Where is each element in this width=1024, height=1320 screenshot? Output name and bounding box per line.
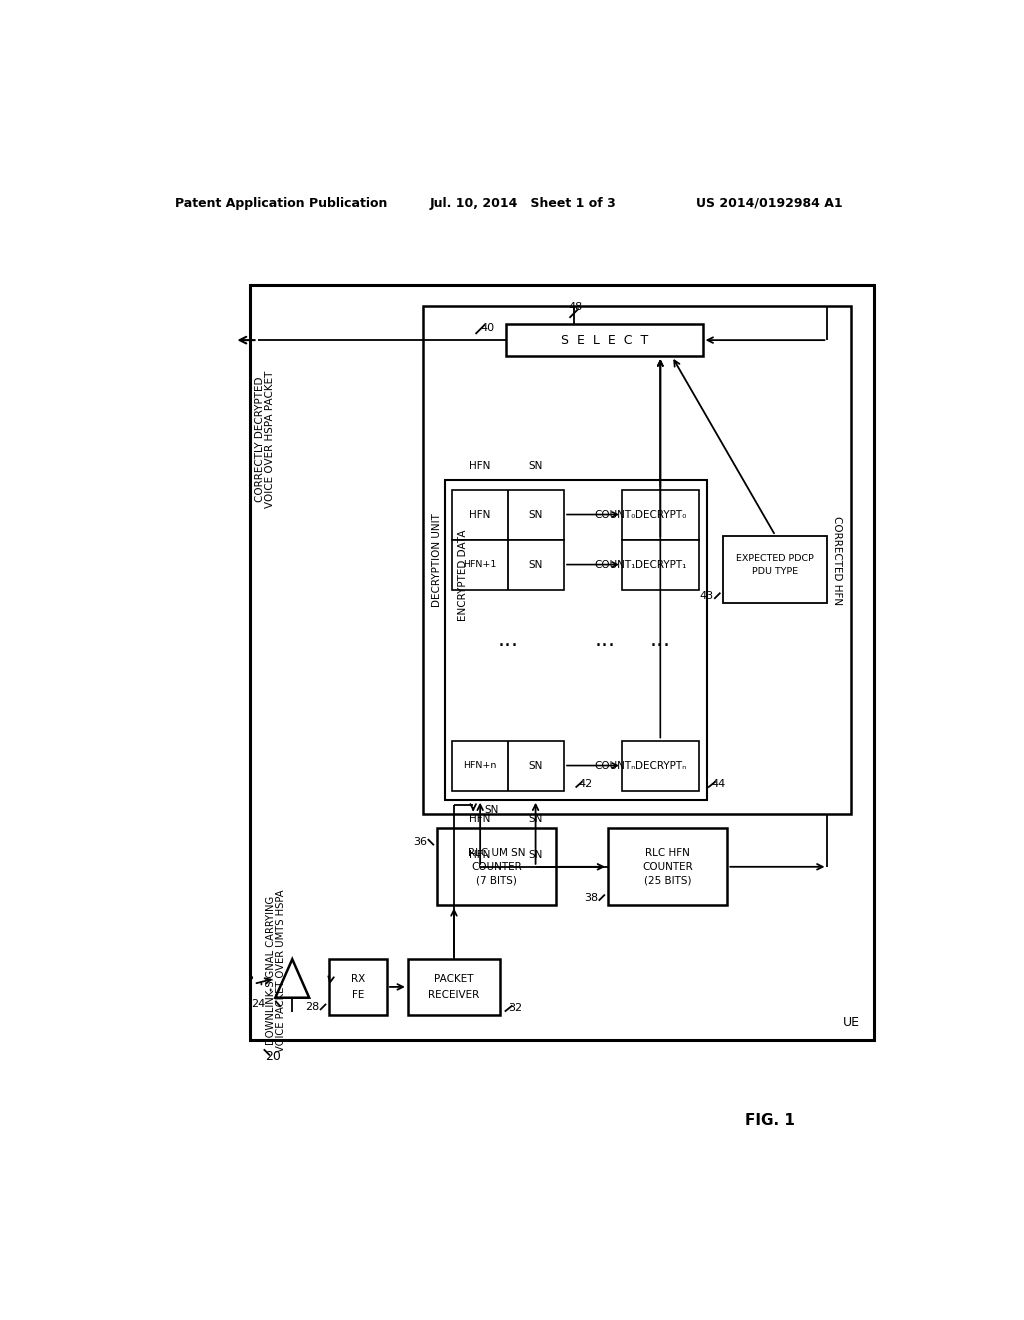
Text: S  E  L  E  C  T: S E L E C T (561, 334, 648, 347)
Text: (25 BITS): (25 BITS) (644, 875, 691, 886)
Bar (453, 490, 564, 540)
Text: 43: 43 (699, 591, 714, 601)
Bar (506, 323, 702, 356)
Text: COUNTₙ: COUNTₙ (595, 760, 636, 771)
Text: 20: 20 (265, 1051, 281, 1064)
Text: COUNT₁: COUNT₁ (595, 560, 636, 569)
Text: ...: ... (498, 630, 518, 649)
Bar (330, 960, 387, 1015)
Text: VOICE OVER HSPA PACKET: VOICE OVER HSPA PACKET (265, 371, 274, 508)
Bar (250, 285, 873, 1040)
Bar (608, 829, 727, 906)
Text: SN: SN (528, 560, 543, 569)
Text: SN: SN (528, 760, 543, 771)
Text: 24: 24 (251, 999, 265, 1008)
Text: DECRYPT₀: DECRYPT₀ (635, 510, 686, 520)
Text: SN: SN (528, 510, 543, 520)
Text: DECRYPTION UNIT: DECRYPTION UNIT (432, 513, 442, 607)
Text: ...: ... (650, 630, 671, 649)
Text: RLC HFN: RLC HFN (645, 847, 690, 858)
Text: COUNTER: COUNTER (471, 862, 522, 871)
Text: HFN+n: HFN+n (464, 762, 497, 770)
Text: DECRYPTₙ: DECRYPTₙ (635, 760, 686, 771)
Text: HFN: HFN (469, 850, 490, 861)
Text: PACKET: PACKET (434, 974, 474, 985)
Bar (622, 490, 698, 540)
Text: SN: SN (528, 814, 543, 824)
Text: RECEIVER: RECEIVER (428, 990, 479, 999)
Text: DECRYPT₁: DECRYPT₁ (635, 560, 686, 569)
Text: 28: 28 (305, 1002, 319, 1012)
Bar (724, 536, 827, 603)
Bar (622, 540, 698, 590)
Text: 42: 42 (579, 779, 593, 789)
Text: 48: 48 (568, 302, 583, 312)
Text: SN: SN (528, 462, 543, 471)
Text: SN: SN (484, 805, 499, 814)
Text: COUNT₀: COUNT₀ (595, 510, 636, 520)
Bar (423, 306, 851, 814)
Text: Jul. 10, 2014   Sheet 1 of 3: Jul. 10, 2014 Sheet 1 of 3 (430, 197, 616, 210)
Text: ...: ... (595, 630, 615, 649)
Text: RLC UM SN: RLC UM SN (468, 847, 525, 858)
Text: CORRECTED HFN: CORRECTED HFN (831, 516, 842, 605)
Text: SN: SN (528, 850, 543, 861)
Bar (444, 480, 707, 800)
Text: (7 BITS): (7 BITS) (476, 875, 517, 886)
Text: ENCRYPTED DATA: ENCRYPTED DATA (458, 531, 468, 622)
Text: 40: 40 (481, 323, 495, 333)
Bar (453, 540, 564, 590)
Text: COUNTER: COUNTER (642, 862, 693, 871)
Text: US 2014/0192984 A1: US 2014/0192984 A1 (696, 197, 843, 210)
Text: Patent Application Publication: Patent Application Publication (174, 197, 387, 210)
Text: FE: FE (352, 990, 365, 999)
Text: 44: 44 (712, 779, 726, 789)
Text: HFN+1: HFN+1 (464, 560, 497, 569)
Text: HFN: HFN (469, 814, 490, 824)
Text: 36: 36 (413, 837, 427, 847)
Bar (437, 829, 556, 906)
Bar (622, 741, 698, 791)
Text: RX: RX (351, 974, 366, 985)
Text: 32: 32 (509, 1003, 522, 1014)
Text: FIG. 1: FIG. 1 (744, 1113, 795, 1129)
Text: EXPECTED PDCP: EXPECTED PDCP (736, 554, 814, 564)
Text: HFN: HFN (469, 462, 490, 471)
Text: 38: 38 (584, 892, 598, 903)
Text: VOICE PACKET OVER UMTS HSPA: VOICE PACKET OVER UMTS HSPA (276, 890, 287, 1052)
Bar (453, 741, 564, 791)
Text: HFN: HFN (469, 510, 490, 520)
Bar (408, 960, 500, 1015)
Text: CORRECTLY DECRYPTED: CORRECTLY DECRYPTED (255, 376, 265, 502)
Text: UE: UE (843, 1016, 860, 1030)
Text: PDU TYPE: PDU TYPE (753, 566, 799, 576)
Text: DOWNLINK SIGNAL CARRYING: DOWNLINK SIGNAL CARRYING (266, 896, 276, 1045)
